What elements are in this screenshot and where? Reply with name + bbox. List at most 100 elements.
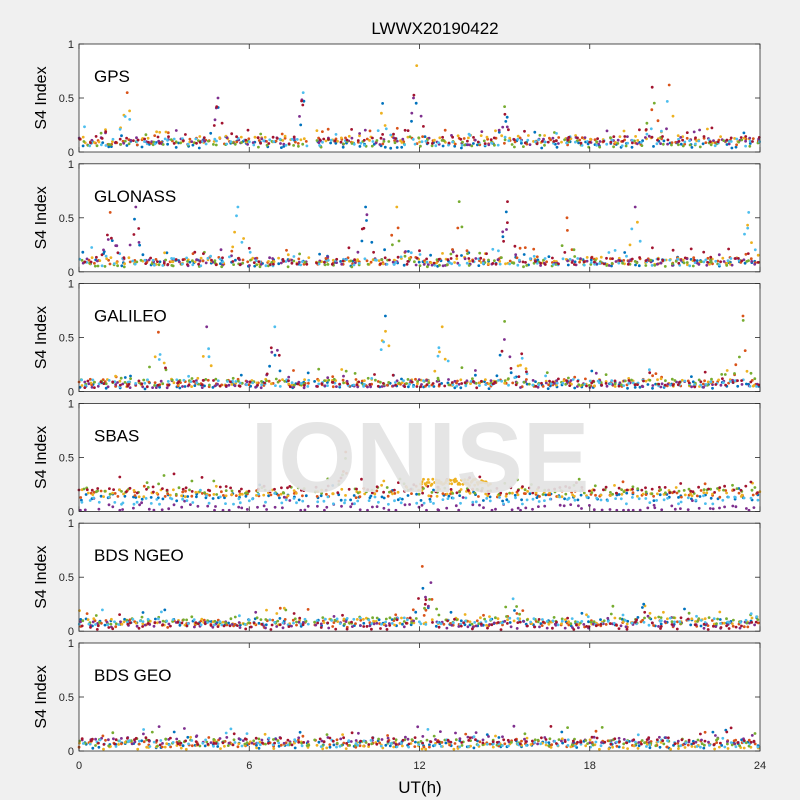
- data-point: [212, 124, 216, 127]
- data-point: [455, 618, 459, 622]
- data-point: [180, 494, 184, 498]
- data-point: [303, 261, 307, 264]
- data-point: [648, 746, 652, 750]
- data-point: [653, 616, 657, 620]
- data-point: [388, 624, 392, 627]
- data-point: [640, 739, 644, 742]
- data-point: [267, 741, 270, 745]
- data-point: [287, 142, 291, 146]
- data-point: [208, 493, 212, 497]
- data-point: [302, 137, 306, 141]
- data-point: [403, 254, 407, 258]
- data-point: [333, 618, 337, 622]
- scatter-points: [77, 724, 760, 751]
- data-point: [117, 743, 120, 746]
- data-point: [403, 489, 406, 493]
- data-point: [362, 226, 366, 230]
- data-point: [339, 140, 343, 144]
- data-point: [138, 243, 142, 247]
- data-point: [419, 385, 422, 389]
- data-point: [306, 608, 310, 611]
- data-point: [706, 628, 710, 631]
- data-point: [300, 744, 304, 748]
- data-point: [477, 622, 481, 625]
- data-point: [692, 256, 696, 259]
- data-point: [697, 506, 701, 510]
- data-point: [599, 744, 603, 748]
- data-point: [743, 349, 747, 352]
- data-point: [715, 622, 718, 626]
- data-point: [427, 136, 431, 140]
- data-point: [171, 618, 175, 621]
- data-point: [498, 262, 502, 266]
- data-point: [659, 261, 663, 265]
- data-point: [118, 488, 121, 492]
- data-point: [604, 373, 608, 376]
- data-point: [320, 382, 324, 386]
- data-point: [295, 623, 298, 627]
- data-point: [460, 225, 464, 229]
- data-point: [659, 625, 663, 628]
- data-point: [402, 616, 406, 620]
- y-tick-label: 1: [68, 398, 74, 410]
- data-point: [297, 738, 300, 742]
- data-point: [683, 379, 687, 383]
- data-point: [158, 502, 161, 506]
- data-point: [230, 489, 234, 493]
- data-point: [638, 128, 641, 132]
- data-point: [338, 382, 341, 386]
- data-point: [503, 135, 507, 139]
- data-point: [428, 743, 431, 747]
- data-point: [389, 742, 393, 745]
- data-point: [320, 739, 324, 743]
- data-point: [156, 744, 159, 748]
- data-point: [474, 500, 478, 504]
- data-point: [192, 380, 196, 383]
- data-point: [364, 741, 368, 744]
- data-point: [104, 382, 108, 386]
- data-point: [656, 257, 660, 261]
- data-point: [329, 138, 333, 142]
- data-point: [303, 384, 306, 387]
- data-point: [744, 252, 748, 256]
- data-point: [97, 140, 101, 144]
- data-point: [472, 746, 476, 750]
- data-point: [662, 498, 666, 502]
- data-point: [202, 252, 205, 256]
- data-point: [384, 620, 387, 624]
- data-point: [430, 618, 434, 622]
- data-point: [494, 616, 497, 620]
- data-point: [149, 502, 153, 505]
- data-point: [472, 136, 475, 139]
- data-point: [290, 261, 294, 265]
- data-point: [714, 383, 718, 386]
- data-point: [297, 736, 301, 740]
- data-point: [501, 235, 505, 239]
- data-point: [740, 379, 743, 382]
- data-point: [531, 491, 535, 495]
- data-point: [441, 492, 445, 495]
- data-point: [722, 139, 726, 143]
- data-point: [128, 618, 132, 622]
- data-point: [678, 380, 681, 384]
- data-point: [519, 742, 522, 746]
- data-point: [435, 261, 438, 265]
- data-point: [200, 386, 204, 389]
- data-point: [683, 140, 687, 144]
- data-point: [157, 263, 161, 267]
- data-point: [342, 617, 346, 621]
- data-point: [305, 144, 309, 148]
- data-point: [446, 359, 450, 363]
- data-point: [589, 137, 592, 141]
- data-point: [271, 618, 275, 622]
- data-point: [430, 144, 434, 148]
- data-point: [475, 619, 479, 623]
- data-point: [557, 738, 561, 741]
- data-point: [233, 622, 237, 626]
- data-point: [238, 501, 242, 505]
- data-point: [702, 622, 706, 626]
- data-point: [194, 137, 198, 141]
- data-point: [379, 380, 382, 384]
- data-point: [258, 743, 262, 747]
- data-point: [752, 384, 756, 387]
